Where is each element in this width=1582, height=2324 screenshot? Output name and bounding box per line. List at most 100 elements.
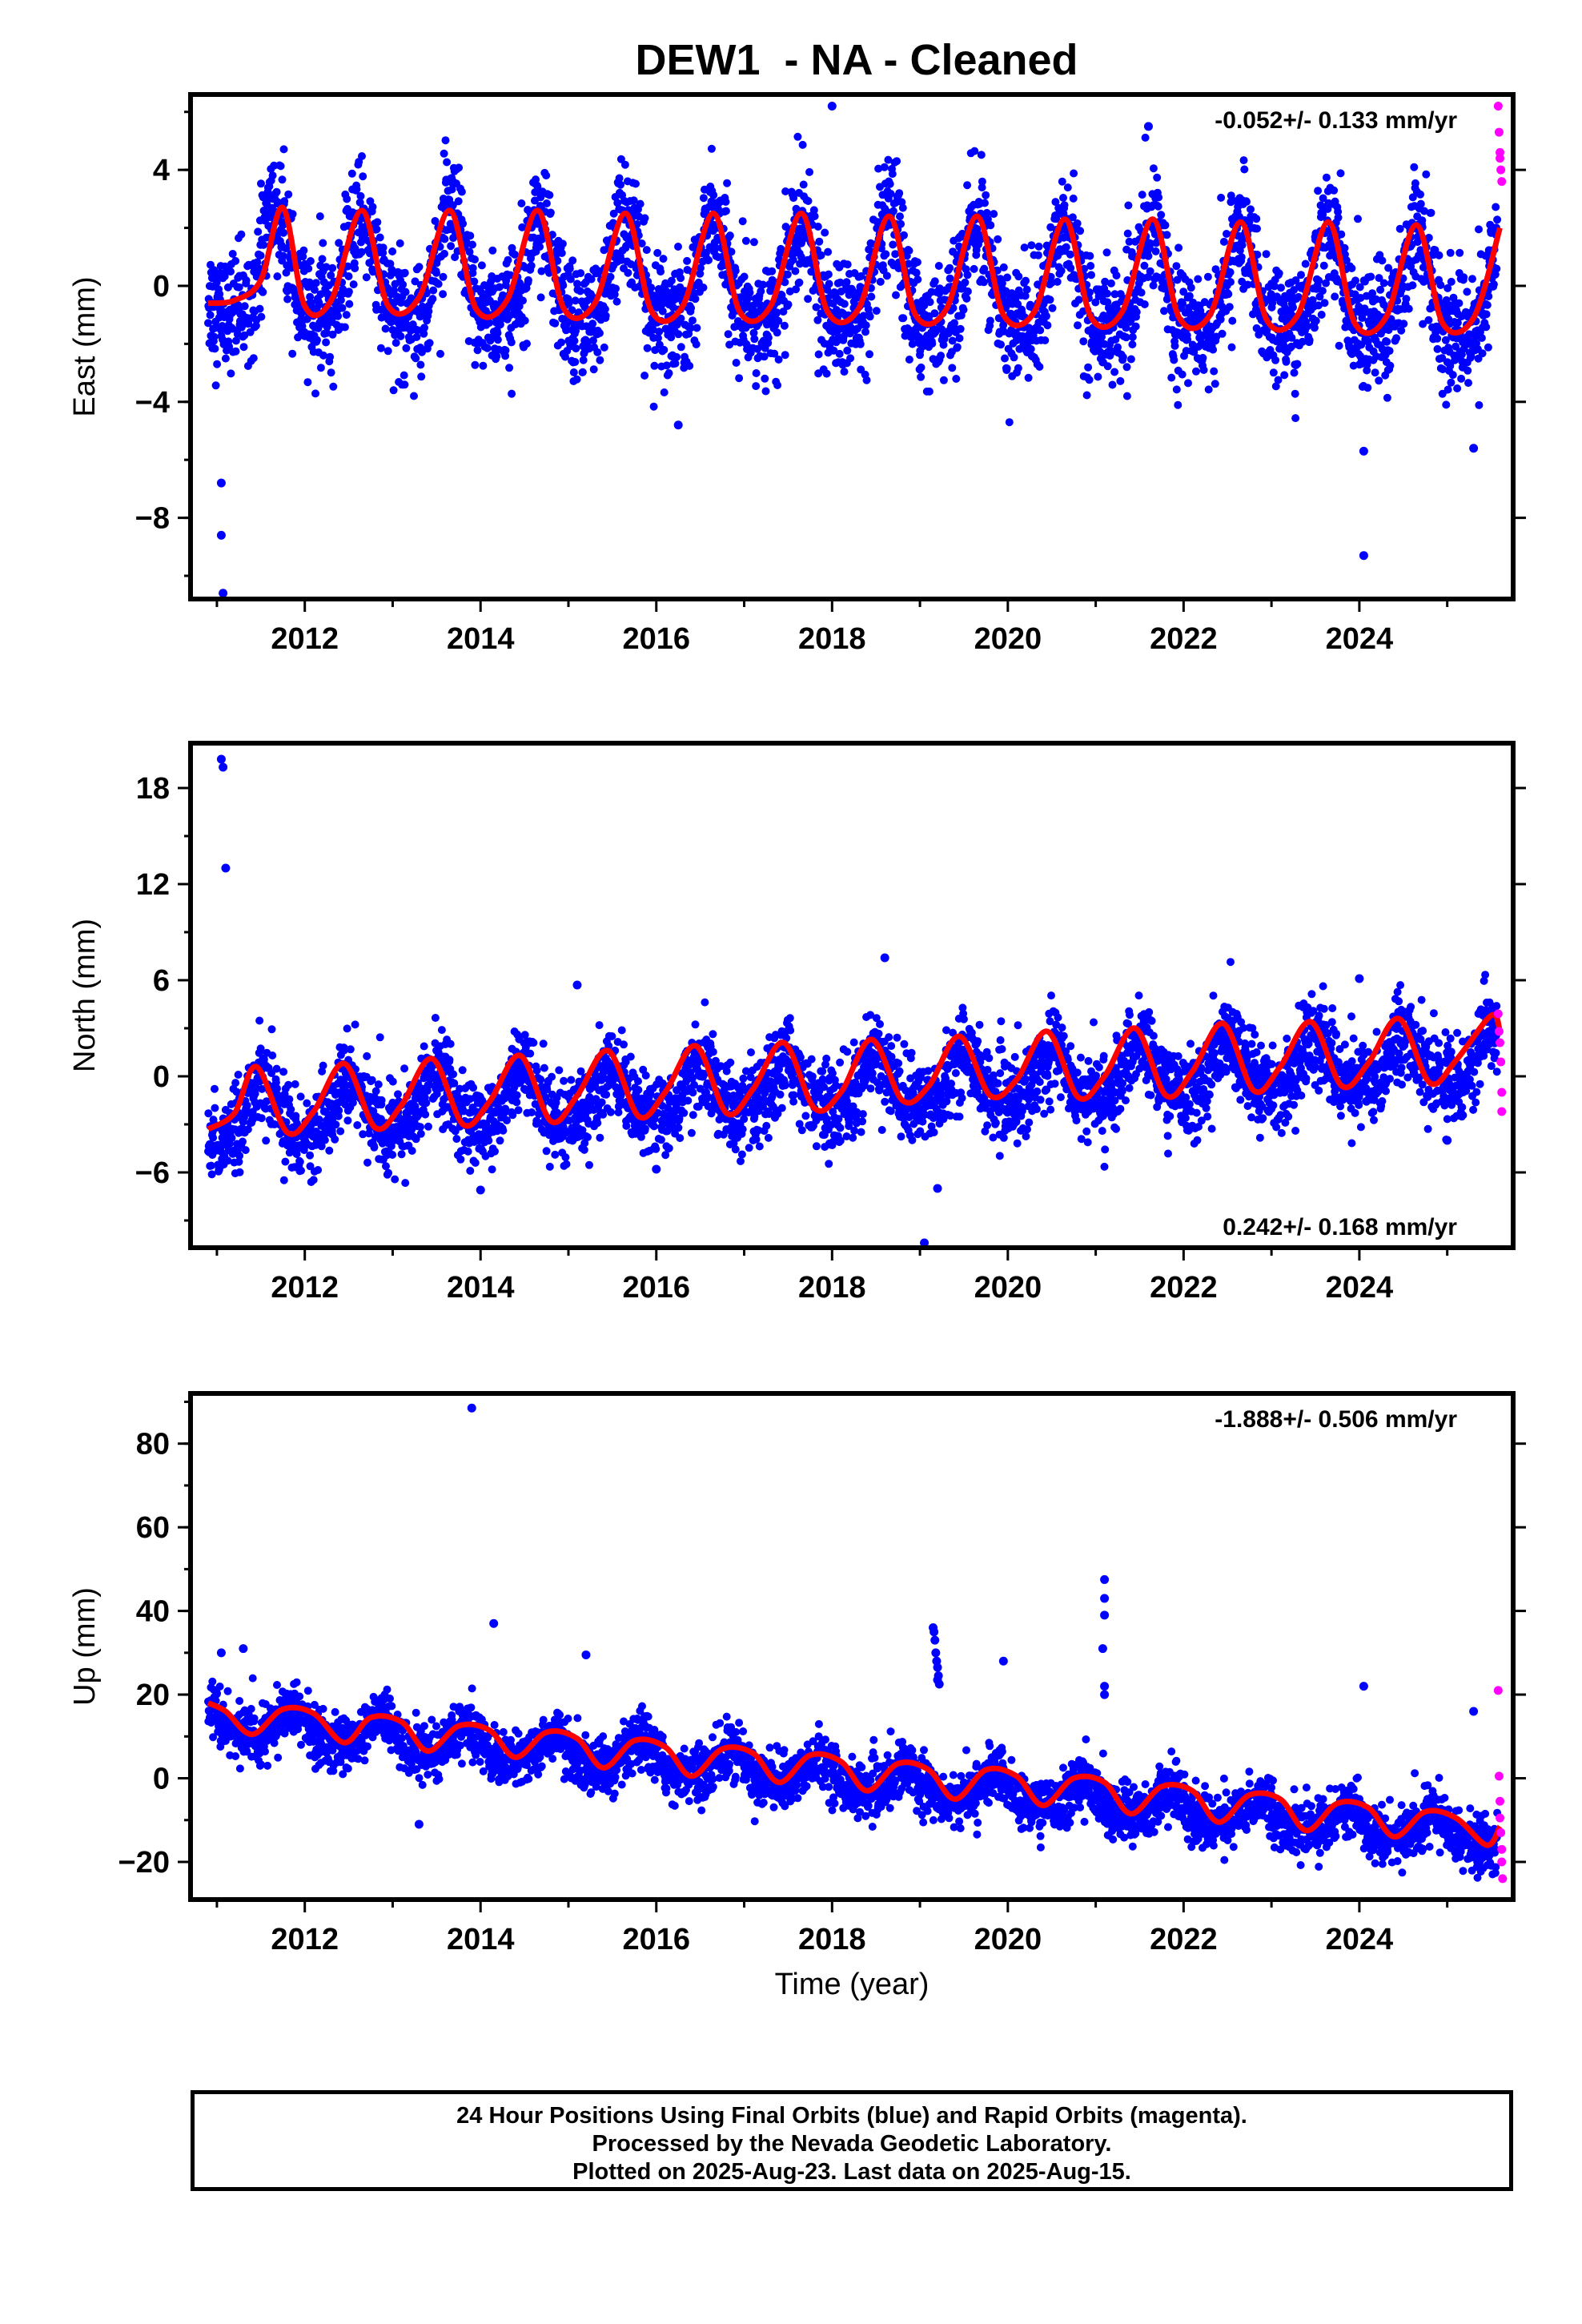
up-outlier-point [934, 1679, 944, 1689]
up-outlier-point [930, 1627, 939, 1637]
east-data-area [204, 101, 1507, 598]
north-outlier-point [216, 754, 226, 764]
up-model-line [207, 1700, 1503, 1848]
east-outlier-point [1359, 551, 1368, 561]
up-outlier-point [216, 1648, 226, 1658]
up-rapid-orbit-point [1498, 1874, 1508, 1884]
east-x-tick-label: 2016 [622, 622, 690, 656]
up-rapid-orbit-point [1497, 1857, 1507, 1867]
east-outlier-point [827, 101, 837, 111]
up-y-tick-label: 60 [136, 1511, 170, 1545]
up-velocity-label: -1.888+/- 0.506 mm/yr [1215, 1406, 1457, 1433]
up-x-tick-label: 2020 [974, 1923, 1042, 1956]
north-rapid-orbit-point [1493, 1009, 1503, 1019]
north-x-tick-label: 2018 [798, 1271, 866, 1305]
up-y-tick-label: 40 [136, 1595, 170, 1629]
east-outlier-point [216, 530, 226, 540]
north-panel: −6 0 6 12 18 2012 2014 2016 2018 2020 2022 2024 Nort… [68, 741, 1526, 1305]
north-final-orbit-points [204, 958, 1501, 1188]
north-outlier-point [219, 762, 228, 772]
up-outlier-point [489, 1618, 499, 1628]
up-y-tick-label: 0 [153, 1763, 170, 1796]
up-outlier-point [1469, 1707, 1479, 1716]
up-x-tick-label: 2018 [798, 1923, 866, 1956]
east-final-orbit-points [204, 132, 1502, 427]
x-axis-label: Time (year) [775, 1968, 930, 2001]
north-plot-frame [188, 741, 1516, 1250]
east-rapid-orbit-point [1496, 165, 1506, 175]
east-plot-frame [188, 92, 1516, 601]
up-rapid-orbit-point [1496, 1813, 1505, 1823]
north-outlier-point [652, 1164, 661, 1174]
east-x-tick-label: 2018 [798, 622, 866, 656]
north-outlier-point [1443, 1136, 1452, 1145]
east-model-line [207, 204, 1503, 336]
east-x-tick-label: 2020 [974, 622, 1042, 656]
east-y-tick-label: −4 [135, 386, 170, 420]
up-y-axis-label: Up (mm) [68, 1587, 102, 1706]
up-x-tick-label: 2012 [271, 1923, 339, 1956]
north-y-tick-label: −6 [135, 1156, 170, 1190]
north-y-tick-label: 0 [153, 1060, 170, 1094]
east-outlier-point [673, 420, 683, 430]
up-x-tick-label: 2016 [622, 1923, 690, 1956]
up-outlier-point [581, 1650, 591, 1659]
up-outlier-point [1100, 1682, 1110, 1691]
east-outlier-point [216, 478, 226, 488]
east-outlier-point [1469, 444, 1479, 453]
north-velocity-label: 0.242+/- 0.168 mm/yr [1223, 1214, 1457, 1240]
east-outlier-point [219, 589, 228, 598]
up-rapid-orbit-point [1496, 1796, 1505, 1806]
east-y-tick-label: 0 [153, 270, 170, 304]
east-velocity-label: -0.052+/- 0.133 mm/yr [1215, 107, 1457, 134]
east-panel: −8 −4 0 4 2012 2014 2016 2018 2020 2022 2024 East (… [68, 92, 1526, 656]
footer-line-orbits: 24 Hour Positions Using Final Orbits (bl… [456, 2103, 1247, 2129]
up-outlier-point [933, 1663, 942, 1672]
up-outlier-point [1100, 1594, 1110, 1603]
chart-title: DEW1 - NA - Cleaned [635, 36, 1078, 84]
east-x-tick-label: 2022 [1150, 622, 1218, 656]
up-plot-frame [188, 1391, 1516, 1902]
east-y-tick-label: −8 [135, 502, 170, 536]
north-x-tick-label: 2016 [622, 1271, 690, 1305]
up-outlier-point [1100, 1574, 1110, 1584]
north-outlier-point [476, 1185, 485, 1195]
up-x-tick-label: 2022 [1150, 1923, 1218, 1956]
east-rapid-orbit-point [1497, 177, 1507, 187]
up-y-tick-label: 80 [136, 1428, 170, 1462]
north-x-tick-label: 2024 [1326, 1271, 1394, 1305]
north-y-tick-label: 18 [136, 772, 170, 806]
up-outlier-point [930, 1635, 940, 1645]
north-outlier-point [572, 980, 582, 990]
east-y-tick-label: 4 [153, 154, 170, 187]
up-data-area [204, 1403, 1508, 1884]
east-x-tick-label: 2024 [1326, 622, 1394, 656]
north-x-tick-label: 2020 [974, 1271, 1042, 1305]
up-outlier-point [998, 1656, 1008, 1666]
north-outlier-point [221, 863, 231, 873]
north-outlier-point [1355, 974, 1364, 983]
east-rapid-orbit-point [1494, 127, 1504, 137]
up-panel: −20 0 20 40 60 80 2012 2014 2016 2018 2020 2022 2024… [68, 1391, 1526, 2001]
footer-caption: 24 Hour Positions Using Final Orbits (bl… [191, 2090, 1513, 2191]
east-rapid-orbit-point [1496, 147, 1505, 157]
east-y-axis-label: East (mm) [68, 276, 102, 416]
up-x-tick-label: 2024 [1326, 1923, 1394, 1956]
north-outlier-point [933, 1184, 942, 1193]
up-outlier-point [1098, 1644, 1107, 1654]
east-outlier-point [1359, 446, 1368, 456]
east-x-tick-label: 2014 [447, 622, 515, 656]
up-outlier-point [414, 1819, 424, 1829]
up-outlier-point [1100, 1690, 1110, 1699]
north-outlier-point [920, 1238, 930, 1248]
up-y-tick-label: −20 [118, 1846, 170, 1880]
footer-line-processor: Processed by the Nevada Geodetic Laborat… [592, 2131, 1112, 2157]
up-rapid-orbit-point [1496, 1827, 1506, 1837]
up-y-tick-label: 20 [136, 1679, 170, 1712]
north-rapid-orbit-point [1497, 1088, 1507, 1097]
north-data-area [204, 754, 1507, 1248]
up-outlier-point [931, 1648, 941, 1658]
up-rapid-orbit-point [1497, 1844, 1507, 1854]
north-x-tick-label: 2014 [447, 1271, 515, 1305]
east-outlier-point [1143, 122, 1153, 131]
